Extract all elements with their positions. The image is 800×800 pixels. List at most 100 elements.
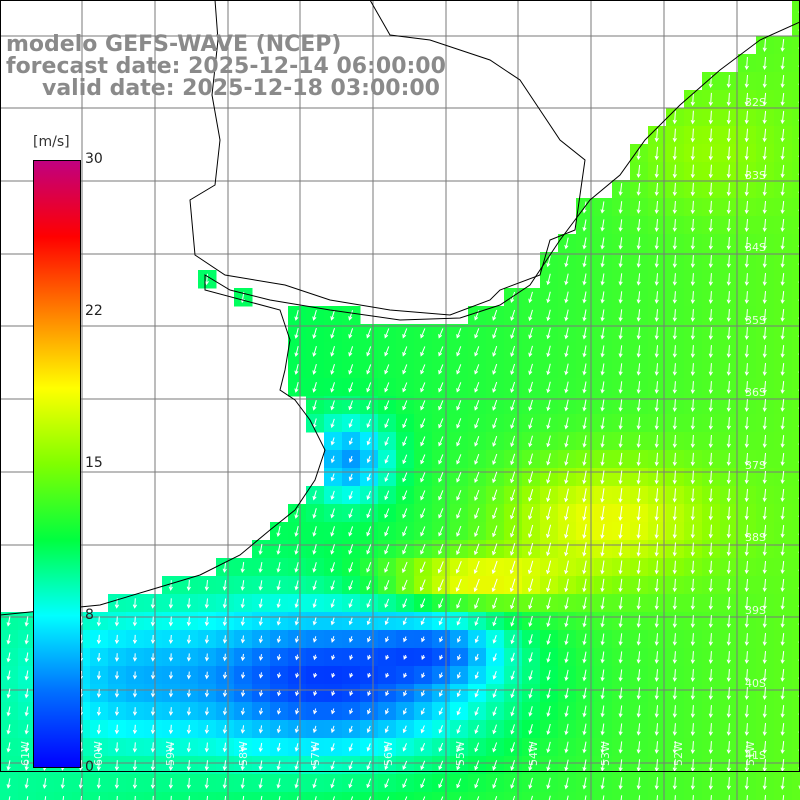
wind-arrow [726,759,731,772]
wind-arrow [330,455,335,464]
wind-arrow [636,488,641,503]
wind-arrow [294,760,299,771]
wind-arrow [672,146,677,161]
wind-arrow [654,687,659,700]
wind-arrow [510,327,516,339]
wind-arrow [636,723,641,736]
wind-arrow [780,128,785,143]
wind-arrow [528,381,533,394]
wind-arrow [168,742,174,753]
colorbar-tick-30: 30 [85,151,103,167]
wind-arrow [384,418,390,429]
wind-arrow [690,200,695,215]
wind-arrow [726,255,731,268]
wind-arrow [546,363,551,376]
wind-arrow [690,218,695,233]
wind-cell [432,792,451,800]
wind-arrow [654,128,659,143]
wind-arrow [260,795,263,800]
wind-arrow [168,760,174,771]
wind-arrow [132,760,138,771]
wind-arrow [44,796,47,800]
wind-arrow [258,778,263,789]
wind-arrow [295,690,300,697]
wind-arrow [114,742,120,753]
wind-arrow [780,164,785,179]
wind-arrow [222,561,227,574]
wind-arrow [726,651,731,664]
wind-arrow [276,708,282,715]
wind-arrow [708,273,713,286]
wind-arrow [636,201,641,214]
wind-arrow [492,724,497,735]
wind-arrow [456,454,462,465]
wind-arrow [780,92,785,107]
wind-arrow [24,616,29,627]
wind-arrow [708,633,713,646]
wind-arrow [476,796,480,800]
wind-arrow [294,381,299,393]
wind-arrow [474,671,479,680]
wind-arrow [258,725,263,734]
wind-arrow [456,543,462,556]
wind-arrow [618,452,623,467]
wind-arrow [510,616,515,627]
wind-arrow [294,525,299,537]
wind-arrow [276,760,281,771]
wind-arrow [708,399,713,412]
wind-arrow [708,560,713,575]
wind-arrow [744,56,749,71]
wind-arrow [546,777,551,790]
wind-arrow [132,653,138,662]
wind-arrow [456,328,462,339]
wind-arrow [636,417,641,430]
wind-arrow [672,488,677,503]
wind-arrow [798,785,800,790]
wind-arrow [348,562,354,573]
wind-arrow [96,653,102,662]
wind-arrow [600,560,605,575]
wind-arrow [636,291,641,304]
wind-arrow [744,560,749,575]
wind-arrow [546,741,551,754]
wind-arrow [672,524,677,539]
wind-arrow [366,490,371,500]
wind-arrow [726,164,731,179]
wind-arrow [546,381,551,394]
wind-arrow [420,707,425,716]
wind-arrow [42,778,47,789]
wind-arrow [600,309,605,322]
wind-arrow [510,525,516,538]
wind-arrow [780,435,785,448]
wind-arrow [168,598,174,609]
wind-arrow [654,381,659,394]
wind-arrow [546,506,552,521]
wind-arrow [744,345,749,358]
wind-arrow [654,417,659,430]
wind-arrow [420,328,426,339]
wind-arrow [744,236,749,251]
wind-arrow [6,724,11,735]
lon-label-56w: 56W [382,741,395,766]
wind-arrow [708,651,713,664]
wind-arrow [564,470,569,485]
wind-arrow [744,417,749,430]
wind-arrow [294,345,299,357]
wind-arrow [331,654,336,661]
wind-arrow [762,218,767,233]
wind-arrow [672,723,677,736]
wind-arrow [582,560,587,575]
wind-arrow [150,724,156,735]
wind-arrow [402,472,408,483]
wind-arrow [384,743,389,752]
wind-arrow [780,39,785,52]
wind-arrow [546,560,552,575]
wind-arrow [348,725,353,734]
wind-cell [792,648,800,667]
wind-arrow [509,578,516,593]
wind-cell [270,792,289,800]
wind-arrow [672,219,677,232]
wind-arrow [546,488,551,503]
wind-arrow [330,382,335,393]
wind-arrow [762,741,767,754]
